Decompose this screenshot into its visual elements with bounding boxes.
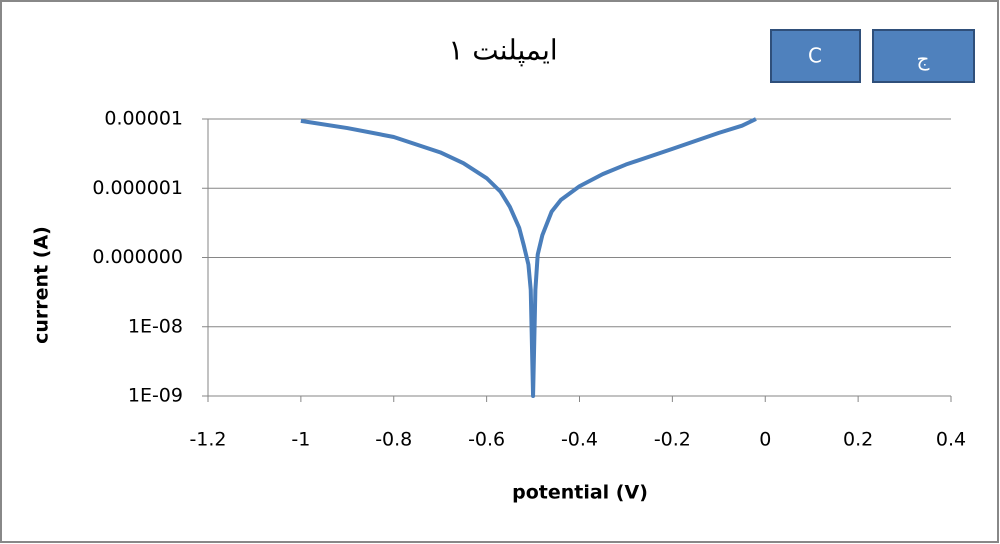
annotation: C (808, 44, 822, 68)
x-tick-label: 0 (759, 429, 771, 451)
y-tick-label: 1E-09 (128, 385, 183, 407)
y-tick-label: 0.00001 (104, 108, 183, 130)
x-tick-label: 0.2 (843, 429, 873, 451)
data-line (300, 117, 757, 398)
annotation: ج (917, 47, 930, 71)
x-tick-label: -1 (291, 429, 310, 451)
x-tick-label: -0.8 (375, 429, 412, 451)
chart-title: ایمپلنت ۱ (448, 34, 557, 67)
annotation-box (770, 29, 861, 83)
annotation-box (872, 29, 975, 83)
x-tick-label: -0.6 (468, 429, 505, 451)
y-tick-label: 1E-08 (128, 315, 183, 337)
y-axis-title: current (A) (31, 226, 53, 344)
y-tick-label: 0.000001 (92, 177, 183, 199)
x-tick-label: 0.4 (936, 429, 966, 451)
x-tick-label: -0.2 (654, 429, 691, 451)
x-tick-label: -1.2 (189, 429, 226, 451)
x-axis-title: potential (V) (512, 482, 648, 504)
y-tick-label: 0.000000 (92, 246, 183, 268)
x-tick-label: -0.4 (561, 429, 598, 451)
